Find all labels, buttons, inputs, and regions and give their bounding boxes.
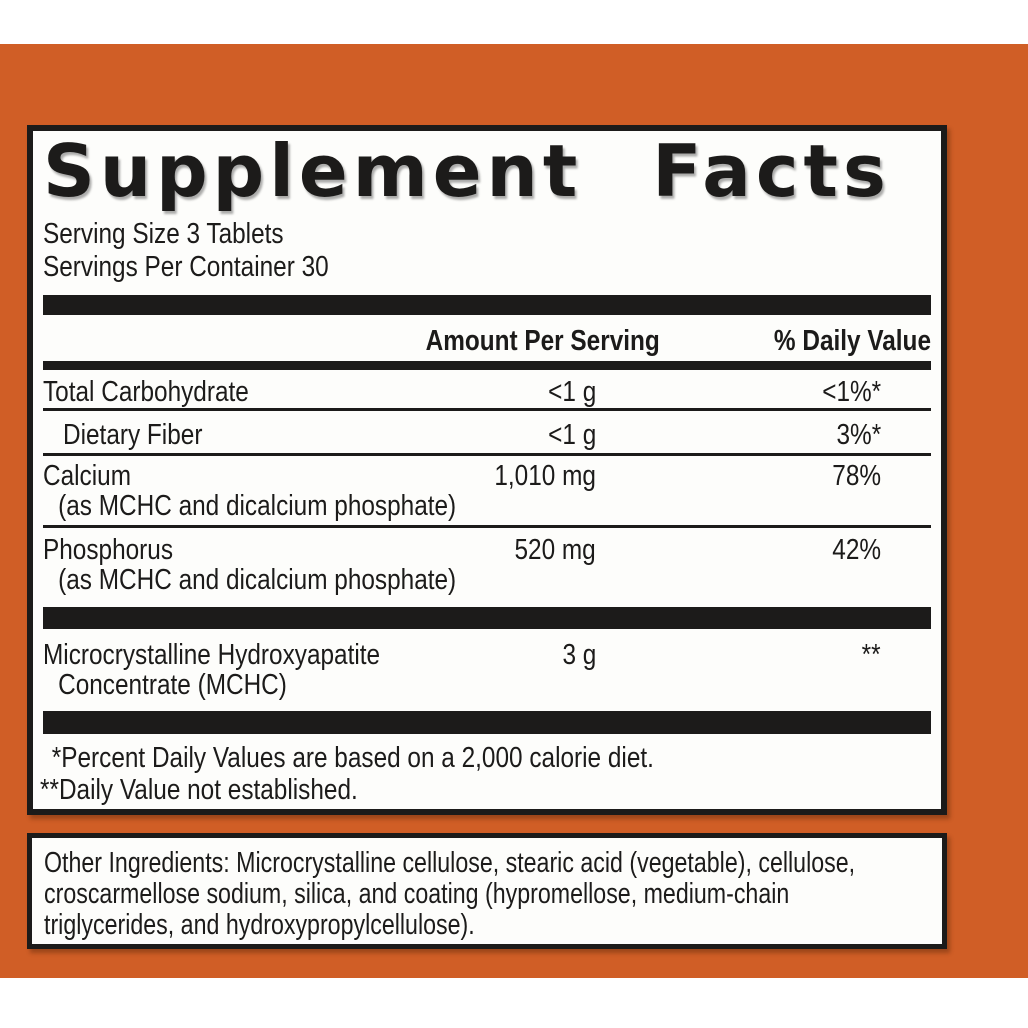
thick-divider-bar-top	[43, 295, 931, 315]
nutrient-amount: <1 g	[547, 419, 596, 451]
nutrient-daily-value: 3%*	[836, 419, 881, 451]
servings-per-container: Servings Per Container 30	[43, 251, 329, 283]
column-header-amount: Amount Per Serving	[425, 325, 660, 357]
supplement-facts-panel: Supplement Facts Serving Size 3 Tablets …	[27, 125, 947, 815]
serving-info: Serving Size 3 Tablets Servings Per Cont…	[43, 218, 931, 284]
footnote-percent-daily-values: *Percent Daily Values are based on a 2,0…	[51, 742, 654, 774]
nutrient-row-calcium: Calcium 1,010 mg 78% (as MCHC and dicalc…	[43, 456, 931, 528]
other-ingredients-line-2: croscarmellose sodium, silica, and coati…	[44, 878, 790, 910]
nutrient-name: Microcrystalline Hydroxyapatite	[43, 639, 381, 671]
column-header-daily-value: % Daily Value	[773, 325, 931, 357]
nutrient-source-note: (as MCHC and dicalcium phosphate)	[58, 490, 457, 522]
nutrient-amount: <1 g	[547, 376, 596, 408]
nutrient-amount: 3 g	[562, 639, 596, 671]
nutrient-daily-value: 78%	[832, 460, 881, 492]
serving-size: Serving Size 3 Tablets	[43, 218, 284, 250]
table-header-row: Amount Per Serving % Daily Value	[43, 315, 931, 356]
nutrient-row-total-carbohydrate: Total Carbohydrate <1 g <1%*	[43, 370, 931, 411]
nutrient-row-mchc: Microcrystalline Hydroxyapatite 3 g ** C…	[43, 629, 931, 711]
nutrient-row-phosphorus: Phosphorus 520 mg 42% (as MCHC and dical…	[43, 528, 931, 607]
nutrient-source-note: (as MCHC and dicalcium phosphate)	[58, 564, 457, 596]
thick-divider-bar-bottom	[43, 711, 931, 734]
nutrient-name: Phosphorus	[43, 534, 174, 566]
medium-divider-bar	[43, 361, 931, 370]
nutrient-row-dietary-fiber: Dietary Fiber <1 g 3%*	[43, 411, 931, 456]
nutrient-amount: 520 mg	[514, 534, 596, 566]
thick-divider-bar-middle	[43, 607, 931, 629]
supplement-facts-title: Supplement Facts	[43, 129, 891, 213]
nutrient-name: Dietary Fiber	[63, 419, 203, 451]
footnote-daily-value-not-established: **Daily Value not established.	[40, 774, 358, 806]
nutrient-name-continued: Concentrate (MCHC)	[58, 669, 287, 701]
other-ingredients-line-3: triglycerides, and hydroxypropylcellulos…	[44, 909, 475, 941]
nutrient-daily-value: <1%*	[822, 376, 881, 408]
nutrient-name: Calcium	[43, 460, 131, 492]
nutrient-daily-value: **	[862, 639, 881, 671]
nutrient-amount: 1,010 mg	[494, 460, 596, 492]
footnotes: *Percent Daily Values are based on a 2,0…	[40, 742, 931, 806]
nutrient-daily-value: 42%	[832, 534, 881, 566]
nutrient-name: Total Carbohydrate	[43, 376, 249, 408]
other-ingredients-line-1: Other Ingredients: Microcrystalline cell…	[44, 847, 856, 879]
other-ingredients-box: Other Ingredients: Microcrystalline cell…	[27, 833, 947, 949]
